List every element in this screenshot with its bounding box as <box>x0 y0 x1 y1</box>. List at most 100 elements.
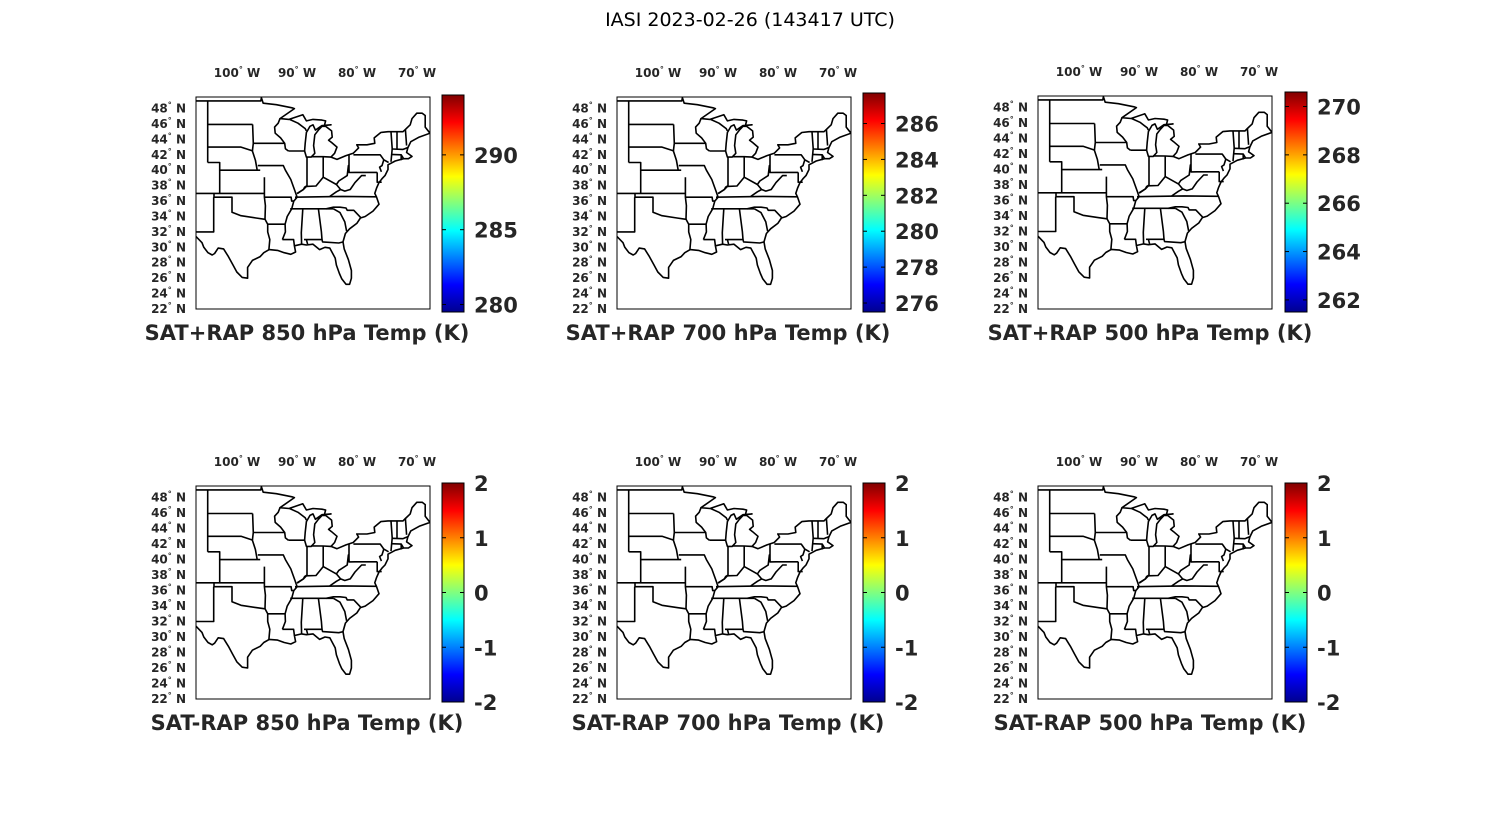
lat-tick-label: 22° N <box>151 301 186 316</box>
lat-tick-label: 46° N <box>151 505 186 520</box>
state-boundary <box>297 177 336 193</box>
state-boundary <box>1050 146 1095 150</box>
state-boundary <box>1106 587 1135 591</box>
colorbar-tick-label: 264 <box>1317 241 1361 265</box>
lat-tick-label: 34° N <box>151 208 186 223</box>
colorbar <box>442 95 464 312</box>
lat-tick-label: 32° N <box>993 614 1028 629</box>
state-boundary <box>1222 549 1226 561</box>
state-boundary <box>685 587 714 591</box>
state-boundary <box>214 193 270 249</box>
state-boundary <box>336 555 365 581</box>
state-boundary <box>264 177 265 219</box>
colorbar-tick-label: 1 <box>895 527 910 551</box>
state-boundary <box>333 209 346 231</box>
state-boundary <box>770 155 798 173</box>
lat-tick-label: 44° N <box>151 131 186 146</box>
state-boundary <box>304 240 343 243</box>
state-boundary <box>1050 552 1103 560</box>
state-boundary <box>214 583 270 640</box>
lat-tick-label: 22° N <box>151 691 186 706</box>
lat-tick-label: 42° N <box>151 147 186 162</box>
lat-tick-label: 48° N <box>151 101 186 116</box>
state-boundary <box>252 124 257 170</box>
state-boundary <box>722 598 724 634</box>
state-boundary <box>290 509 307 521</box>
state-boundary <box>1139 177 1178 193</box>
map-geography <box>1038 97 1272 284</box>
state-boundary <box>333 598 346 621</box>
lon-tick-label: 90° W <box>699 65 737 80</box>
state-boundary <box>718 567 757 583</box>
state-boundary <box>1178 165 1207 191</box>
lat-tick-label: 48° N <box>572 490 607 505</box>
colorbar-tick-label: -1 <box>895 636 918 660</box>
colorbar-tick-label: 268 <box>1317 144 1361 168</box>
state-boundary <box>739 598 743 629</box>
lat-tick-label: 28° N <box>993 645 1028 660</box>
lat-tick-label: 38° N <box>572 178 607 193</box>
lat-tick-label: 30° N <box>993 239 1028 254</box>
state-boundary <box>1106 197 1135 201</box>
state-boundary <box>685 197 714 201</box>
state-boundary <box>801 160 805 172</box>
state-boundary <box>301 598 303 634</box>
state-boundary <box>258 166 297 240</box>
state-boundary <box>275 508 289 541</box>
lat-tick-label: 46° N <box>572 116 607 131</box>
state-boundary <box>1117 508 1131 541</box>
state-boundary <box>1050 162 1103 170</box>
lon-tick-label: 80° W <box>1180 64 1218 79</box>
lat-tick-label: 22° N <box>993 691 1028 706</box>
lat-tick-label: 38° N <box>572 567 607 582</box>
state-boundary <box>711 509 728 521</box>
lat-tick-label: 40° N <box>151 162 186 177</box>
lon-tick-label: 70° W <box>819 65 857 80</box>
lat-tick-label: 26° N <box>993 660 1028 675</box>
map-frame <box>196 97 430 309</box>
state-boundary <box>1038 197 1056 232</box>
state-boundary <box>751 190 762 197</box>
colorbar-tick-label: 282 <box>895 184 939 208</box>
state-boundary <box>1139 567 1178 583</box>
lat-tick-label: 44° N <box>572 521 607 536</box>
lon-tick-label: 90° W <box>278 65 316 80</box>
state-boundary <box>754 209 767 231</box>
state-boundary <box>1175 208 1188 231</box>
lat-tick-label: 32° N <box>993 224 1028 239</box>
lat-tick-label: 46° N <box>572 505 607 520</box>
lat-tick-label: 40° N <box>993 162 1028 177</box>
map-frame <box>617 486 851 699</box>
state-boundary <box>391 521 392 551</box>
state-boundary <box>1132 119 1149 131</box>
lat-tick-label: 28° N <box>572 255 607 270</box>
lat-tick-label: 46° N <box>993 505 1028 520</box>
state-boundary <box>1222 159 1226 171</box>
state-boundary <box>1056 193 1112 250</box>
lat-tick-label: 24° N <box>151 286 186 301</box>
lat-tick-label: 38° N <box>151 567 186 582</box>
lon-tick-label: 90° W <box>699 454 737 469</box>
state-boundary <box>1178 555 1207 581</box>
lat-tick-label: 34° N <box>993 208 1028 223</box>
state-boundary <box>311 546 331 547</box>
state-boundary <box>336 166 365 192</box>
lat-tick-label: 26° N <box>572 270 607 285</box>
state-boundary <box>629 552 682 560</box>
coastline <box>1038 487 1272 674</box>
state-boundary <box>1146 239 1185 242</box>
state-boundary <box>1056 583 1112 640</box>
lat-tick-label: 48° N <box>572 101 607 116</box>
lat-tick-label: 42° N <box>151 536 186 551</box>
state-boundary <box>1160 598 1164 629</box>
colorbar-tick-label: 280 <box>474 294 518 318</box>
map-geography <box>196 487 430 674</box>
coastline <box>196 98 430 284</box>
lat-tick-label: 32° N <box>151 614 186 629</box>
state-boundary <box>718 177 757 193</box>
lat-tick-label: 48° N <box>151 490 186 505</box>
state-boundary <box>812 521 813 551</box>
colorbar-tick-label: -2 <box>1317 691 1340 715</box>
state-boundary <box>751 579 762 586</box>
